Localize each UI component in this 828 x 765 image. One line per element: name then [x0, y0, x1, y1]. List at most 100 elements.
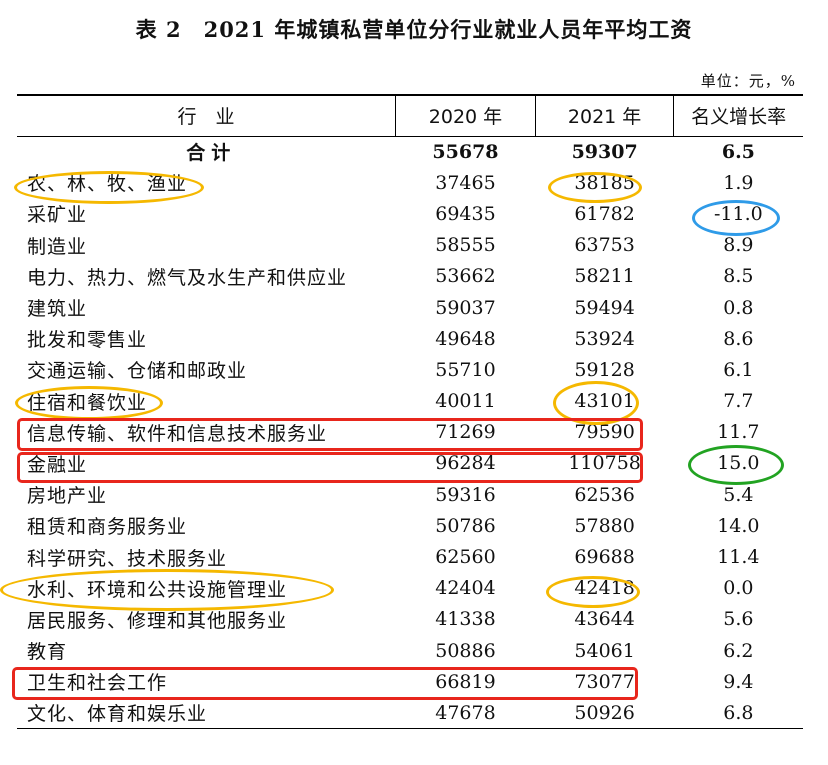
value-2021-cell: 53924 — [574, 327, 635, 350]
header-row: 行 业 2020 年 2021 年 名义增长率 — [17, 94, 803, 137]
table-row: 文化、体育和娱乐业 47678 50926 6.8 — [17, 697, 803, 730]
table-row: 居民服务、修理和其他服务业 41338 43644 5.6 — [17, 604, 803, 635]
value-2020-cell: 50786 — [435, 514, 496, 537]
header-2020: 2020 年 — [395, 94, 536, 137]
value-2021-cell: 63753 — [574, 234, 635, 257]
value-2021-cell: 50926 — [535, 697, 674, 730]
growth-cell: 6.1 — [723, 358, 754, 381]
header-industry: 行 业 — [17, 94, 396, 137]
industry-cell: 农、林、牧、渔业 — [27, 173, 188, 196]
value-2020-cell: 55710 — [435, 358, 496, 381]
table-row: 水利、环境和公共设施管理业 42404 42418 0.0 — [17, 573, 803, 604]
value-2021-cell: 57880 — [574, 514, 635, 537]
value-2020-cell: 96284 — [435, 452, 496, 475]
growth-cell: 6.2 — [723, 639, 754, 662]
table-row: 农、林、牧、渔业 37465 38185 1.9 — [17, 167, 803, 198]
header-growth: 名义增长率 — [673, 94, 803, 137]
table-row: 租赁和商务服务业 50786 57880 14.0 — [17, 510, 803, 541]
value-2021-cell: 58211 — [574, 265, 635, 288]
table-row: 卫生和社会工作 66819 73077 9.4 — [17, 666, 803, 697]
growth-cell: -11.0 — [714, 202, 763, 225]
table-row: 电力、热力、燃气及水生产和供应业 53662 58211 8.5 — [17, 261, 803, 292]
value-2020-cell: 37465 — [435, 171, 496, 194]
growth-cell: 6.8 — [673, 697, 803, 730]
value-2020-cell: 66819 — [435, 670, 496, 693]
table-body: 合计 55678 59307 6.5 农、林、牧、渔业 37465 38185 1.9… — [17, 136, 803, 730]
value-2020-cell: 59037 — [435, 296, 496, 319]
value-2020-cell: 55678 — [432, 140, 499, 163]
unit-label: 单位：元，% — [700, 72, 796, 90]
value-2020-cell: 47678 — [395, 697, 536, 730]
industry-cell: 批发和零售业 — [27, 329, 148, 352]
value-2021-cell: 69688 — [574, 546, 635, 569]
growth-cell: 8.6 — [723, 327, 754, 350]
table-row: 房地产业 59316 62536 5.4 — [17, 479, 803, 510]
growth-cell: 11.7 — [717, 421, 760, 444]
industry-cell: 采矿业 — [27, 204, 88, 227]
growth-cell: 6.5 — [721, 140, 755, 163]
table-row: 住宿和餐饮业 40011 43101 7.7 — [17, 386, 803, 417]
table-title: 表 2 2021 年城镇私营单位分行业就业人员年平均工资 — [135, 17, 693, 42]
growth-cell: 14.0 — [717, 514, 760, 537]
table-row: 信息传输、软件和信息技术服务业 71269 79590 11.7 — [17, 417, 803, 448]
value-2021-cell: 43101 — [574, 390, 635, 413]
industry-cell: 合计 — [186, 142, 237, 165]
industry-cell: 金融业 — [27, 453, 88, 476]
value-2021-cell: 42418 — [574, 577, 635, 600]
value-2021-cell: 79590 — [574, 421, 635, 444]
value-2020-cell: 71269 — [435, 421, 496, 444]
growth-cell: 0.0 — [723, 577, 754, 600]
value-2020-cell: 62560 — [435, 546, 496, 569]
table-row: 建筑业 59037 59494 0.8 — [17, 292, 803, 323]
value-2020-cell: 69435 — [435, 202, 496, 225]
value-2021-cell: 59307 — [571, 140, 638, 163]
industry-cell: 交通运输、仓储和邮政业 — [27, 360, 248, 383]
value-2021-cell: 38185 — [574, 171, 635, 194]
value-2020-cell: 58555 — [435, 234, 496, 257]
industry-cell: 电力、热力、燃气及水生产和供应业 — [27, 266, 348, 289]
industry-cell: 卫生和社会工作 — [27, 672, 168, 695]
header-2021: 2021 年 — [534, 94, 674, 137]
value-2020-cell: 53662 — [435, 265, 496, 288]
value-2020-cell: 41338 — [435, 608, 496, 631]
growth-cell: 5.6 — [723, 608, 754, 631]
growth-cell: 8.9 — [723, 234, 754, 257]
table-row: 金融业 96284 110758 15.0 — [17, 448, 803, 479]
table-row: 科学研究、技术服务业 62560 69688 11.4 — [17, 541, 803, 572]
value-2020-cell: 50886 — [435, 639, 496, 662]
value-2021-cell: 59128 — [574, 358, 635, 381]
industry-cell: 建筑业 — [27, 298, 88, 321]
growth-cell: 5.4 — [723, 483, 754, 506]
value-2020-cell: 42404 — [435, 577, 496, 600]
value-2021-cell: 110758 — [568, 452, 641, 475]
industry-cell: 科学研究、技术服务业 — [27, 547, 228, 570]
value-2021-cell: 62536 — [574, 483, 635, 506]
industry-cell: 住宿和餐饮业 — [27, 391, 148, 414]
value-2021-cell: 43644 — [574, 608, 635, 631]
growth-cell: 1.9 — [723, 171, 754, 194]
growth-cell: 0.8 — [723, 296, 754, 319]
wage-table: 行 业 2020 年 2021 年 名义增长率 合计 55678 59307 6… — [17, 94, 803, 730]
industry-cell: 水利、环境和公共设施管理业 — [27, 578, 288, 601]
growth-cell: 8.5 — [723, 265, 754, 288]
table-row: 交通运输、仓储和邮政业 55710 59128 6.1 — [17, 354, 803, 385]
growth-cell: 15.0 — [717, 452, 760, 475]
table-row: 教育 50886 54061 6.2 — [17, 635, 803, 666]
industry-cell: 文化、体育和娱乐业 — [17, 697, 396, 730]
industry-cell: 信息传输、软件和信息技术服务业 — [27, 422, 328, 445]
value-2020-cell: 49648 — [435, 327, 496, 350]
growth-cell: 9.4 — [723, 670, 754, 693]
value-2021-cell: 54061 — [574, 639, 635, 662]
growth-cell: 7.7 — [723, 390, 754, 413]
table-row: 制造业 58555 63753 8.9 — [17, 230, 803, 261]
growth-cell: 11.4 — [717, 546, 760, 569]
table-row: 采矿业 69435 61782 -11.0 — [17, 198, 803, 229]
total-row: 合计 55678 59307 6.5 — [17, 136, 803, 167]
industry-cell: 制造业 — [27, 235, 88, 258]
industry-cell: 租赁和商务服务业 — [27, 516, 188, 539]
industry-cell: 房地产业 — [27, 485, 108, 508]
value-2020-cell: 59316 — [435, 483, 496, 506]
value-2021-cell: 59494 — [574, 296, 635, 319]
value-2021-cell: 61782 — [574, 202, 635, 225]
value-2020-cell: 40011 — [435, 390, 496, 413]
